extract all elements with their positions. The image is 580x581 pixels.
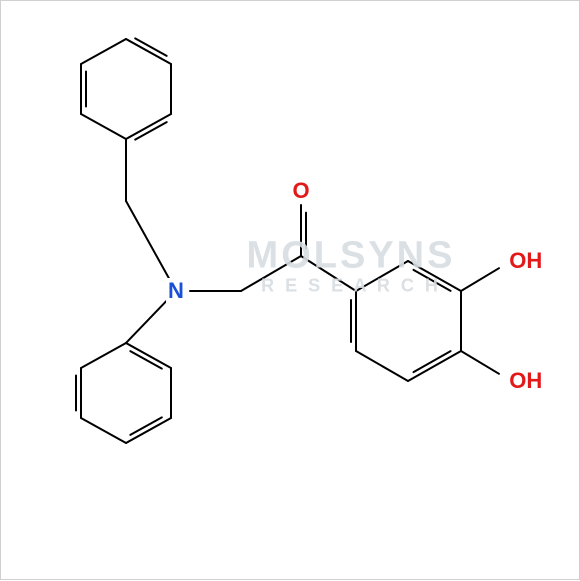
molecule-diagram: { "diagram": { "type": "chemical-structu… bbox=[0, 0, 580, 580]
bond-layer bbox=[1, 1, 580, 581]
